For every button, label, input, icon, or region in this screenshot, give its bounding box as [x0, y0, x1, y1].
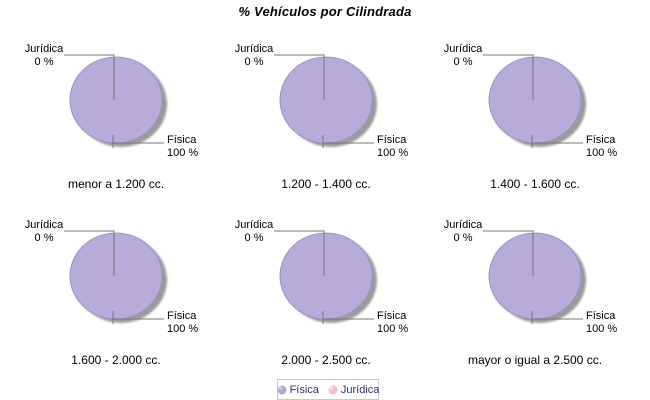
- pie-panel-1400-1600: Jurídica 0 % Física 100 % 1.400 - 1.600 …: [419, 28, 635, 200]
- slice-label-fisica: Física 100 %: [377, 134, 408, 160]
- pie-slice-fisica: [488, 232, 582, 320]
- pie-chart: [274, 230, 377, 324]
- slice-percent: 0 %: [244, 232, 264, 244]
- slice-percent: 0 %: [34, 56, 54, 68]
- slice-percent: 100 %: [167, 147, 199, 159]
- pie-panel-1200-1400: Jurídica 0 % Física 100 % 1.200 - 1.400 …: [210, 28, 426, 200]
- slice-name: Jurídica: [443, 43, 483, 55]
- chart-legend: Física Jurídica: [277, 379, 379, 400]
- slice-percent: 100 %: [167, 323, 199, 335]
- slice-label-juridica: Jurídica 0 %: [435, 219, 491, 245]
- slice-percent: 0 %: [453, 56, 473, 68]
- slice-percent: 0 %: [453, 232, 473, 244]
- leader-line-juridica: [483, 230, 534, 276]
- slice-name: Jurídica: [234, 219, 274, 231]
- pie-chart: [64, 230, 167, 324]
- slice-label-juridica: Jurídica 0 %: [226, 219, 282, 245]
- pie-slice-fisica: [69, 232, 163, 320]
- slice-name: Física: [586, 310, 616, 322]
- slice-label-fisica: Física 100 %: [167, 310, 198, 336]
- pie-slice-fisica: [488, 56, 582, 144]
- slice-label-juridica: Jurídica 0 %: [16, 43, 72, 69]
- leader-line-juridica: [274, 230, 325, 276]
- slice-name: Jurídica: [443, 219, 483, 231]
- slice-label-juridica: Jurídica 0 %: [226, 43, 282, 69]
- pie-chart: [274, 54, 377, 148]
- slice-percent: 100 %: [586, 323, 618, 335]
- slice-label-juridica: Jurídica 0 %: [435, 43, 491, 69]
- pie-panel-1600-2000: Jurídica 0 % Física 100 % 1.600 - 2.000 …: [0, 204, 216, 376]
- slice-name: Jurídica: [234, 43, 274, 55]
- pie-slice-fisica: [279, 56, 373, 144]
- legend-label-fisica: Física: [289, 383, 319, 396]
- leader-line-juridica: [274, 54, 325, 100]
- pie-panel-menor-1200: Jurídica 0 % Física 100 % menor a 1.200 …: [0, 28, 216, 200]
- slice-name: Jurídica: [24, 43, 64, 55]
- legend-marker-juridica-icon: [328, 385, 338, 394]
- chart-title: % Vehículos por Cilindrada: [238, 4, 412, 19]
- slice-name: Física: [377, 134, 407, 146]
- slice-name: Jurídica: [24, 219, 64, 231]
- slice-percent: 0 %: [34, 232, 54, 244]
- pie-caption: 1.200 - 1.400 cc.: [281, 177, 371, 191]
- slice-label-fisica: Física 100 %: [586, 134, 617, 160]
- pie-caption: 2.000 - 2.500 cc.: [281, 353, 371, 367]
- pie-panel-2000-2500: Jurídica 0 % Física 100 % 2.000 - 2.500 …: [210, 204, 426, 376]
- slice-name: Física: [167, 310, 197, 322]
- pie-caption: 1.600 - 2.000 cc.: [71, 353, 161, 367]
- slice-percent: 100 %: [586, 147, 618, 159]
- slice-name: Física: [377, 310, 407, 322]
- slice-percent: 0 %: [244, 56, 264, 68]
- pie-slice-fisica: [279, 232, 373, 320]
- slice-label-fisica: Física 100 %: [167, 134, 198, 160]
- leader-line-juridica: [64, 54, 115, 100]
- legend-label-juridica: Jurídica: [340, 383, 380, 396]
- pie-chart: [483, 54, 586, 148]
- leader-line-juridica: [64, 230, 115, 276]
- slice-percent: 100 %: [377, 147, 409, 159]
- slice-name: Física: [586, 134, 616, 146]
- slice-name: Física: [167, 134, 197, 146]
- pie-panel-mayor-2500: Jurídica 0 % Física 100 % mayor o igual …: [419, 204, 635, 376]
- slice-label-fisica: Física 100 %: [377, 310, 408, 336]
- slice-percent: 100 %: [377, 323, 409, 335]
- pie-chart: [483, 230, 586, 324]
- legend-item-fisica: Física: [277, 384, 319, 396]
- pie-chart: [64, 54, 167, 148]
- legend-item-juridica: Jurídica: [328, 383, 380, 396]
- slice-label-fisica: Física 100 %: [586, 310, 617, 336]
- pie-caption: menor a 1.200 cc.: [67, 177, 165, 191]
- slice-label-juridica: Jurídica 0 %: [16, 219, 72, 245]
- pie-caption: 1.400 - 1.600 cc.: [490, 177, 580, 191]
- legend-marker-fisica-icon: [277, 385, 287, 394]
- pie-slice-fisica: [69, 56, 163, 144]
- leader-line-juridica: [483, 54, 534, 100]
- pie-caption: mayor o igual a 2.500 cc.: [467, 353, 603, 367]
